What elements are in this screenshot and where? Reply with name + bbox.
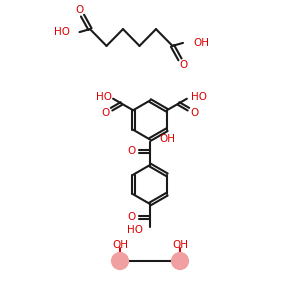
Text: OH: OH bbox=[159, 134, 175, 144]
Text: O: O bbox=[190, 107, 198, 118]
Text: O: O bbox=[75, 5, 84, 15]
Circle shape bbox=[112, 253, 128, 269]
Text: OH: OH bbox=[193, 38, 209, 48]
Text: OH: OH bbox=[112, 239, 128, 250]
Text: HO: HO bbox=[191, 92, 207, 102]
Text: O: O bbox=[128, 212, 136, 223]
Text: HO: HO bbox=[127, 225, 142, 235]
Text: O: O bbox=[102, 107, 110, 118]
Text: HO: HO bbox=[54, 27, 70, 37]
Text: OH: OH bbox=[172, 239, 188, 250]
Text: HO: HO bbox=[96, 92, 112, 102]
Circle shape bbox=[172, 253, 188, 269]
Text: O: O bbox=[128, 146, 136, 157]
Text: O: O bbox=[179, 60, 187, 70]
